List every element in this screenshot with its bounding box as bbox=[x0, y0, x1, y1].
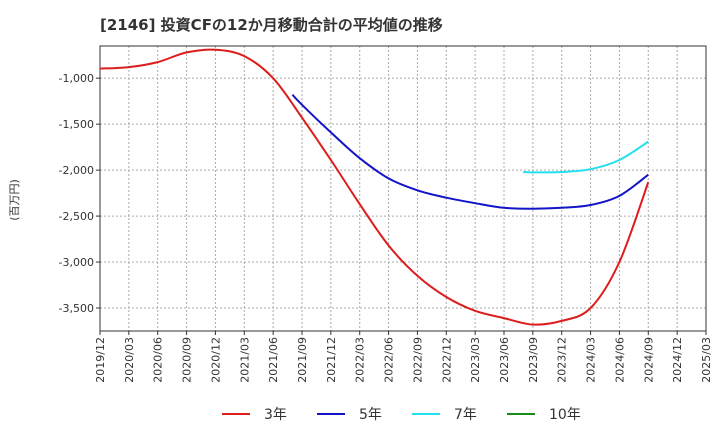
y-tick-label: -1,500 bbox=[59, 118, 94, 131]
series-line-3 bbox=[523, 140, 649, 174]
y-tick-label: -2,000 bbox=[59, 164, 94, 177]
x-tick-label: 2024/09 bbox=[642, 337, 655, 383]
x-tick-label: 2019/12 bbox=[94, 337, 107, 383]
x-tick-label: 2023/09 bbox=[527, 337, 540, 383]
x-tick-label: 2022/06 bbox=[383, 337, 396, 383]
series-line-1 bbox=[99, 48, 650, 326]
x-tick-label: 2023/03 bbox=[469, 337, 482, 383]
series-lines bbox=[99, 48, 650, 326]
y-tick-label: -2,500 bbox=[59, 210, 94, 223]
x-tick-label: 2021/03 bbox=[238, 337, 251, 383]
x-tick-label: 2020/12 bbox=[209, 337, 222, 383]
x-tick-label: 2021/09 bbox=[296, 337, 309, 383]
legend-label-1: 3年 bbox=[264, 407, 287, 423]
x-tick-label: 2022/12 bbox=[440, 337, 453, 383]
x-tick-label: 2024/03 bbox=[585, 337, 598, 383]
legend-label-4: 10年 bbox=[549, 407, 581, 423]
x-tick-label: 2020/06 bbox=[152, 337, 165, 383]
x-tick-label: 2021/06 bbox=[267, 337, 280, 383]
chart-title: [2146] 投資CFの12か月移動合計の平均値の推移 bbox=[100, 16, 443, 34]
axes: -1,000 -1,500 -2,000 -2,500 -3,000 -3,500 2019… bbox=[59, 45, 713, 383]
legend-label-2: 5年 bbox=[359, 407, 382, 423]
x-tick-label: 2020/09 bbox=[181, 337, 194, 383]
y-tick-label: -3,500 bbox=[59, 302, 94, 315]
y-axis-label: (百万円) bbox=[8, 179, 21, 221]
plot-frame bbox=[99, 45, 707, 332]
x-tick-label: 2023/12 bbox=[556, 337, 569, 383]
x-tick-label: 2023/06 bbox=[498, 337, 511, 383]
x-tick-label: 2021/12 bbox=[325, 337, 338, 383]
x-tick-label: 2022/09 bbox=[411, 337, 424, 383]
legend-label-3: 7年 bbox=[454, 407, 477, 423]
x-tick-label: 2022/03 bbox=[354, 337, 367, 383]
x-tick-label: 2020/03 bbox=[123, 337, 136, 383]
y-tick-label: -3,000 bbox=[59, 256, 94, 269]
series-line-2 bbox=[291, 94, 649, 210]
y-tick-label: -1,000 bbox=[59, 72, 94, 85]
x-tick-label: 2024/12 bbox=[671, 337, 684, 383]
grid bbox=[99, 46, 707, 331]
x-tick-label: 2024/06 bbox=[613, 337, 626, 383]
x-tick-label: 2025/03 bbox=[700, 337, 713, 383]
legend: 3年 5年 7年 10年 bbox=[222, 407, 581, 423]
